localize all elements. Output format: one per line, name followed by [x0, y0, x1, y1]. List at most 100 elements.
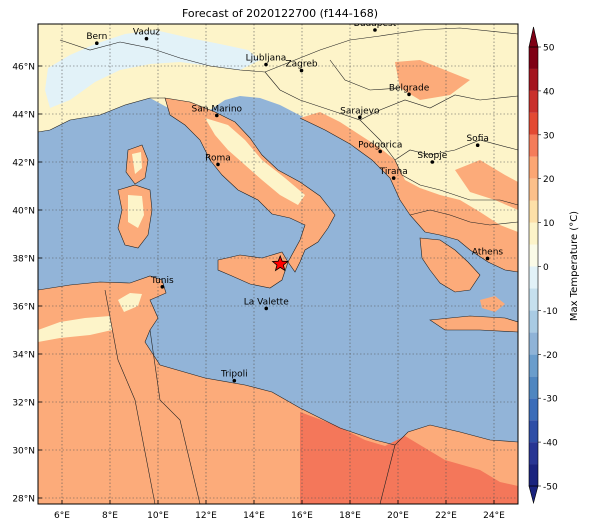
city-label: Tirana — [379, 167, 408, 177]
city-dot — [378, 149, 383, 154]
city-dot — [144, 36, 149, 41]
city-label: Budapest — [354, 19, 397, 29]
lon-tick-label: 16°E — [291, 511, 313, 521]
colorbar-tick-label: -40 — [543, 439, 558, 449]
colorbar-bin — [529, 442, 538, 465]
city-dot — [407, 92, 411, 97]
sicily — [218, 252, 288, 288]
colorbar: -50 -40 -30 -20 -10 0 10 20 30 40 50 — [528, 26, 558, 505]
colorbar-bin — [529, 310, 538, 333]
city-label: Skopje — [417, 151, 447, 161]
city-label: San Marino — [192, 104, 243, 114]
lat-tick-label: 34°N — [12, 351, 35, 361]
italy-interior-mild — [205, 118, 305, 205]
colorbar-bin — [529, 90, 538, 113]
colorbar-bin — [529, 178, 538, 201]
colorbar-tick-label: -30 — [543, 395, 558, 405]
lon-tick-label: 8°E — [102, 511, 118, 521]
city-label: Vaduz — [133, 28, 160, 38]
lon-tick-label: 22°E — [435, 511, 457, 521]
colorbar-bin — [529, 332, 538, 355]
colorbar-bin — [529, 398, 538, 421]
colorbar-min-extension — [528, 485, 539, 505]
italy-peninsula — [165, 98, 335, 272]
city-label: Sofia — [466, 134, 488, 144]
city-dot — [485, 256, 490, 261]
balkan-warm-patch — [395, 60, 470, 100]
colorbar-tick-label: -10 — [543, 307, 558, 317]
crete — [430, 316, 518, 332]
colorbar-bin — [529, 420, 538, 443]
balkan-coast — [300, 112, 518, 272]
balkan-warm-patch-east — [455, 160, 518, 210]
city-label: Tripoli — [220, 370, 248, 380]
greece — [420, 238, 480, 292]
city-dot — [160, 285, 165, 289]
borders — [38, 27, 518, 504]
lat-tick-label: 38°N — [12, 255, 35, 265]
map-frame — [37, 23, 519, 505]
city-label: Ljubljana — [246, 54, 287, 64]
city-dot — [299, 68, 304, 73]
figure-title: Forecast of 2020122700 (f144-168) — [182, 7, 378, 20]
city-dot — [373, 28, 377, 32]
lat-tick-label: 46°N — [12, 63, 35, 73]
tunisia-mild-zone — [118, 293, 142, 312]
city-label: Bern — [86, 32, 107, 42]
colorbar-label: Max Temperature (°C) — [569, 211, 580, 321]
city-dot — [95, 41, 99, 45]
colorbar-tick-label: 50 — [543, 44, 555, 54]
city-label: Athens — [472, 247, 503, 257]
city-label: La Valette — [244, 297, 289, 307]
lat-tick-label: 42°N — [12, 159, 35, 169]
colorbar-bin — [529, 156, 538, 179]
colorbar-bin — [529, 244, 538, 267]
colorbar-tick-label: 30 — [543, 131, 555, 141]
colorbar-tick-label: -20 — [543, 351, 558, 361]
star-marker — [271, 254, 289, 272]
atlas-mild-zone — [38, 316, 112, 342]
lon-tick-label: 12°E — [195, 511, 217, 521]
city-label: Sarajevo — [340, 106, 380, 116]
city-label: Zagreb — [285, 60, 317, 70]
colorbar-bin — [529, 266, 538, 289]
colorbar-bin — [529, 47, 538, 69]
sardinia-interior — [128, 195, 144, 228]
lat-tick-label: 28°N — [12, 495, 35, 505]
city-dot — [232, 378, 237, 383]
lat-tick-label: 36°N — [12, 303, 35, 313]
city-dot — [475, 143, 480, 147]
aegean-islands — [480, 296, 505, 312]
colorbar-bin — [529, 68, 538, 91]
city-label: Tunis — [150, 276, 174, 286]
colorbar-bin — [529, 222, 538, 245]
colorbar-tick-label: 20 — [543, 175, 555, 185]
city-dot — [358, 115, 362, 120]
city-dot — [264, 62, 268, 67]
city-label: Belgrade — [389, 83, 430, 93]
colorbar-bin — [529, 134, 538, 157]
colorbar-bin — [529, 112, 538, 135]
corsica-interior — [132, 152, 142, 174]
lat-tick-label: 32°N — [12, 399, 35, 409]
location-star — [271, 254, 289, 272]
city-dot — [216, 162, 220, 167]
lon-tick-label: 18°E — [339, 511, 361, 521]
city-dot — [215, 113, 219, 118]
lon-tick-label: 20°E — [387, 511, 409, 521]
lon-tick-label: 6°E — [54, 511, 70, 521]
city-dot — [264, 306, 269, 311]
colorbar-bin — [529, 354, 538, 377]
libya-hot-zone — [300, 412, 518, 504]
colorbar-tick-label: 0 — [543, 263, 549, 273]
graticule — [38, 24, 518, 504]
city-dot — [430, 160, 435, 164]
lon-tick-label: 14°E — [243, 511, 265, 521]
city-dot — [391, 176, 396, 180]
lat-tick-label: 44°N — [12, 111, 35, 121]
lon-tick-label: 10°E — [147, 511, 169, 521]
colorbar-bin — [529, 200, 538, 223]
